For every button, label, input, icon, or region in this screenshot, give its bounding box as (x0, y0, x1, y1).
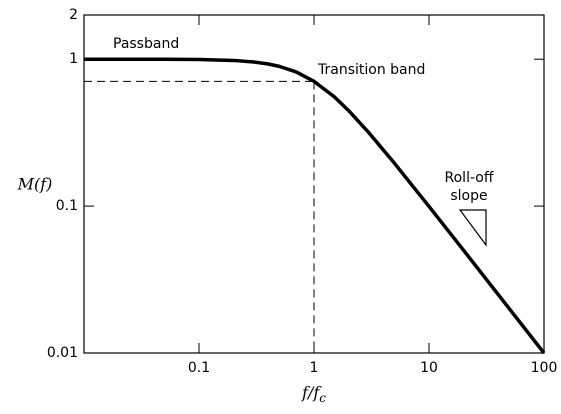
x-tick-label: 10 (420, 360, 438, 376)
x-axis-label-main: f/f (301, 383, 322, 402)
slope-triangle (458, 209, 487, 247)
y-tick-label: 1 (69, 51, 78, 67)
x-tick-label: 0.1 (188, 360, 210, 376)
x-axis-label-sub: c (319, 391, 326, 405)
annotation: Passband (113, 36, 179, 52)
x-axis-label: f/fc (301, 383, 326, 405)
annotation: Roll-off (445, 170, 494, 186)
annotation: slope (450, 188, 487, 204)
y-axis-label: M(f) (17, 175, 53, 194)
x-tick-label: 100 (531, 360, 558, 376)
y-tick-label: 0.1 (56, 198, 78, 214)
response-curve (83, 57, 546, 355)
x-tick-label: 1 (310, 360, 319, 376)
y-tick-label: 2 (69, 7, 78, 23)
y-tick-label: 0.01 (47, 345, 78, 361)
annotation: Transition band (317, 62, 425, 78)
